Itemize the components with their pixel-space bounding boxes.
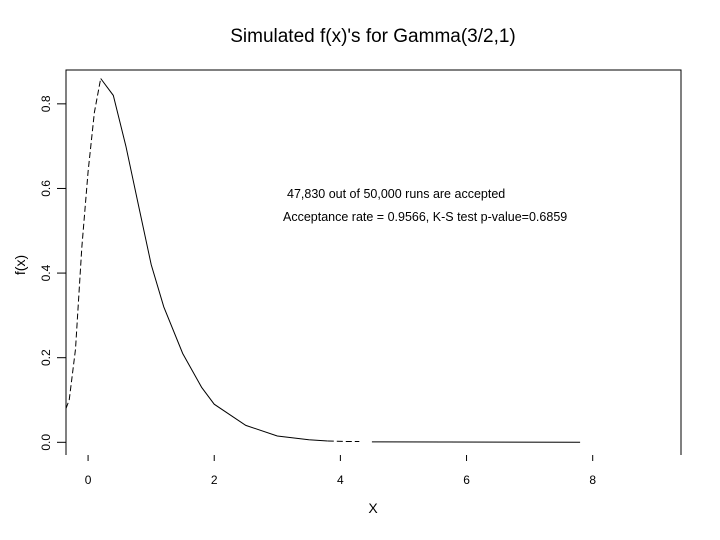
y-tick-label-0: 0.0 <box>39 434 53 451</box>
x-tick-label-2: 4 <box>337 473 344 487</box>
x-tick-label-1: 2 <box>211 473 218 487</box>
y-tick-label-4: 0.8 <box>39 95 53 112</box>
density-curve-segment-0 <box>65 78 102 409</box>
plot-frame <box>65 69 682 455</box>
x-tick-label-4: 8 <box>589 473 596 487</box>
x-axis-label: X <box>368 500 378 516</box>
annotation-runs-accepted: 47,830 out of 50,000 runs are accepted <box>287 187 505 201</box>
y-tick-label-3: 0.6 <box>39 180 53 197</box>
y-axis-label: f(x) <box>12 255 28 275</box>
chart-title: Simulated f(x)'s for Gamma(3/2,1) <box>230 26 516 47</box>
y-tick-label-2: 0.4 <box>39 264 53 281</box>
x-tick-label-0: 0 <box>85 473 92 487</box>
density-curve-segment-2 <box>327 440 360 442</box>
annotation-acceptance-rate: Acceptance rate = 0.9566, K-S test p-val… <box>283 210 567 224</box>
x-tick-label-3: 6 <box>463 473 470 487</box>
y-tick-label-1: 0.2 <box>39 349 53 366</box>
density-curve-segment-1 <box>100 78 328 442</box>
